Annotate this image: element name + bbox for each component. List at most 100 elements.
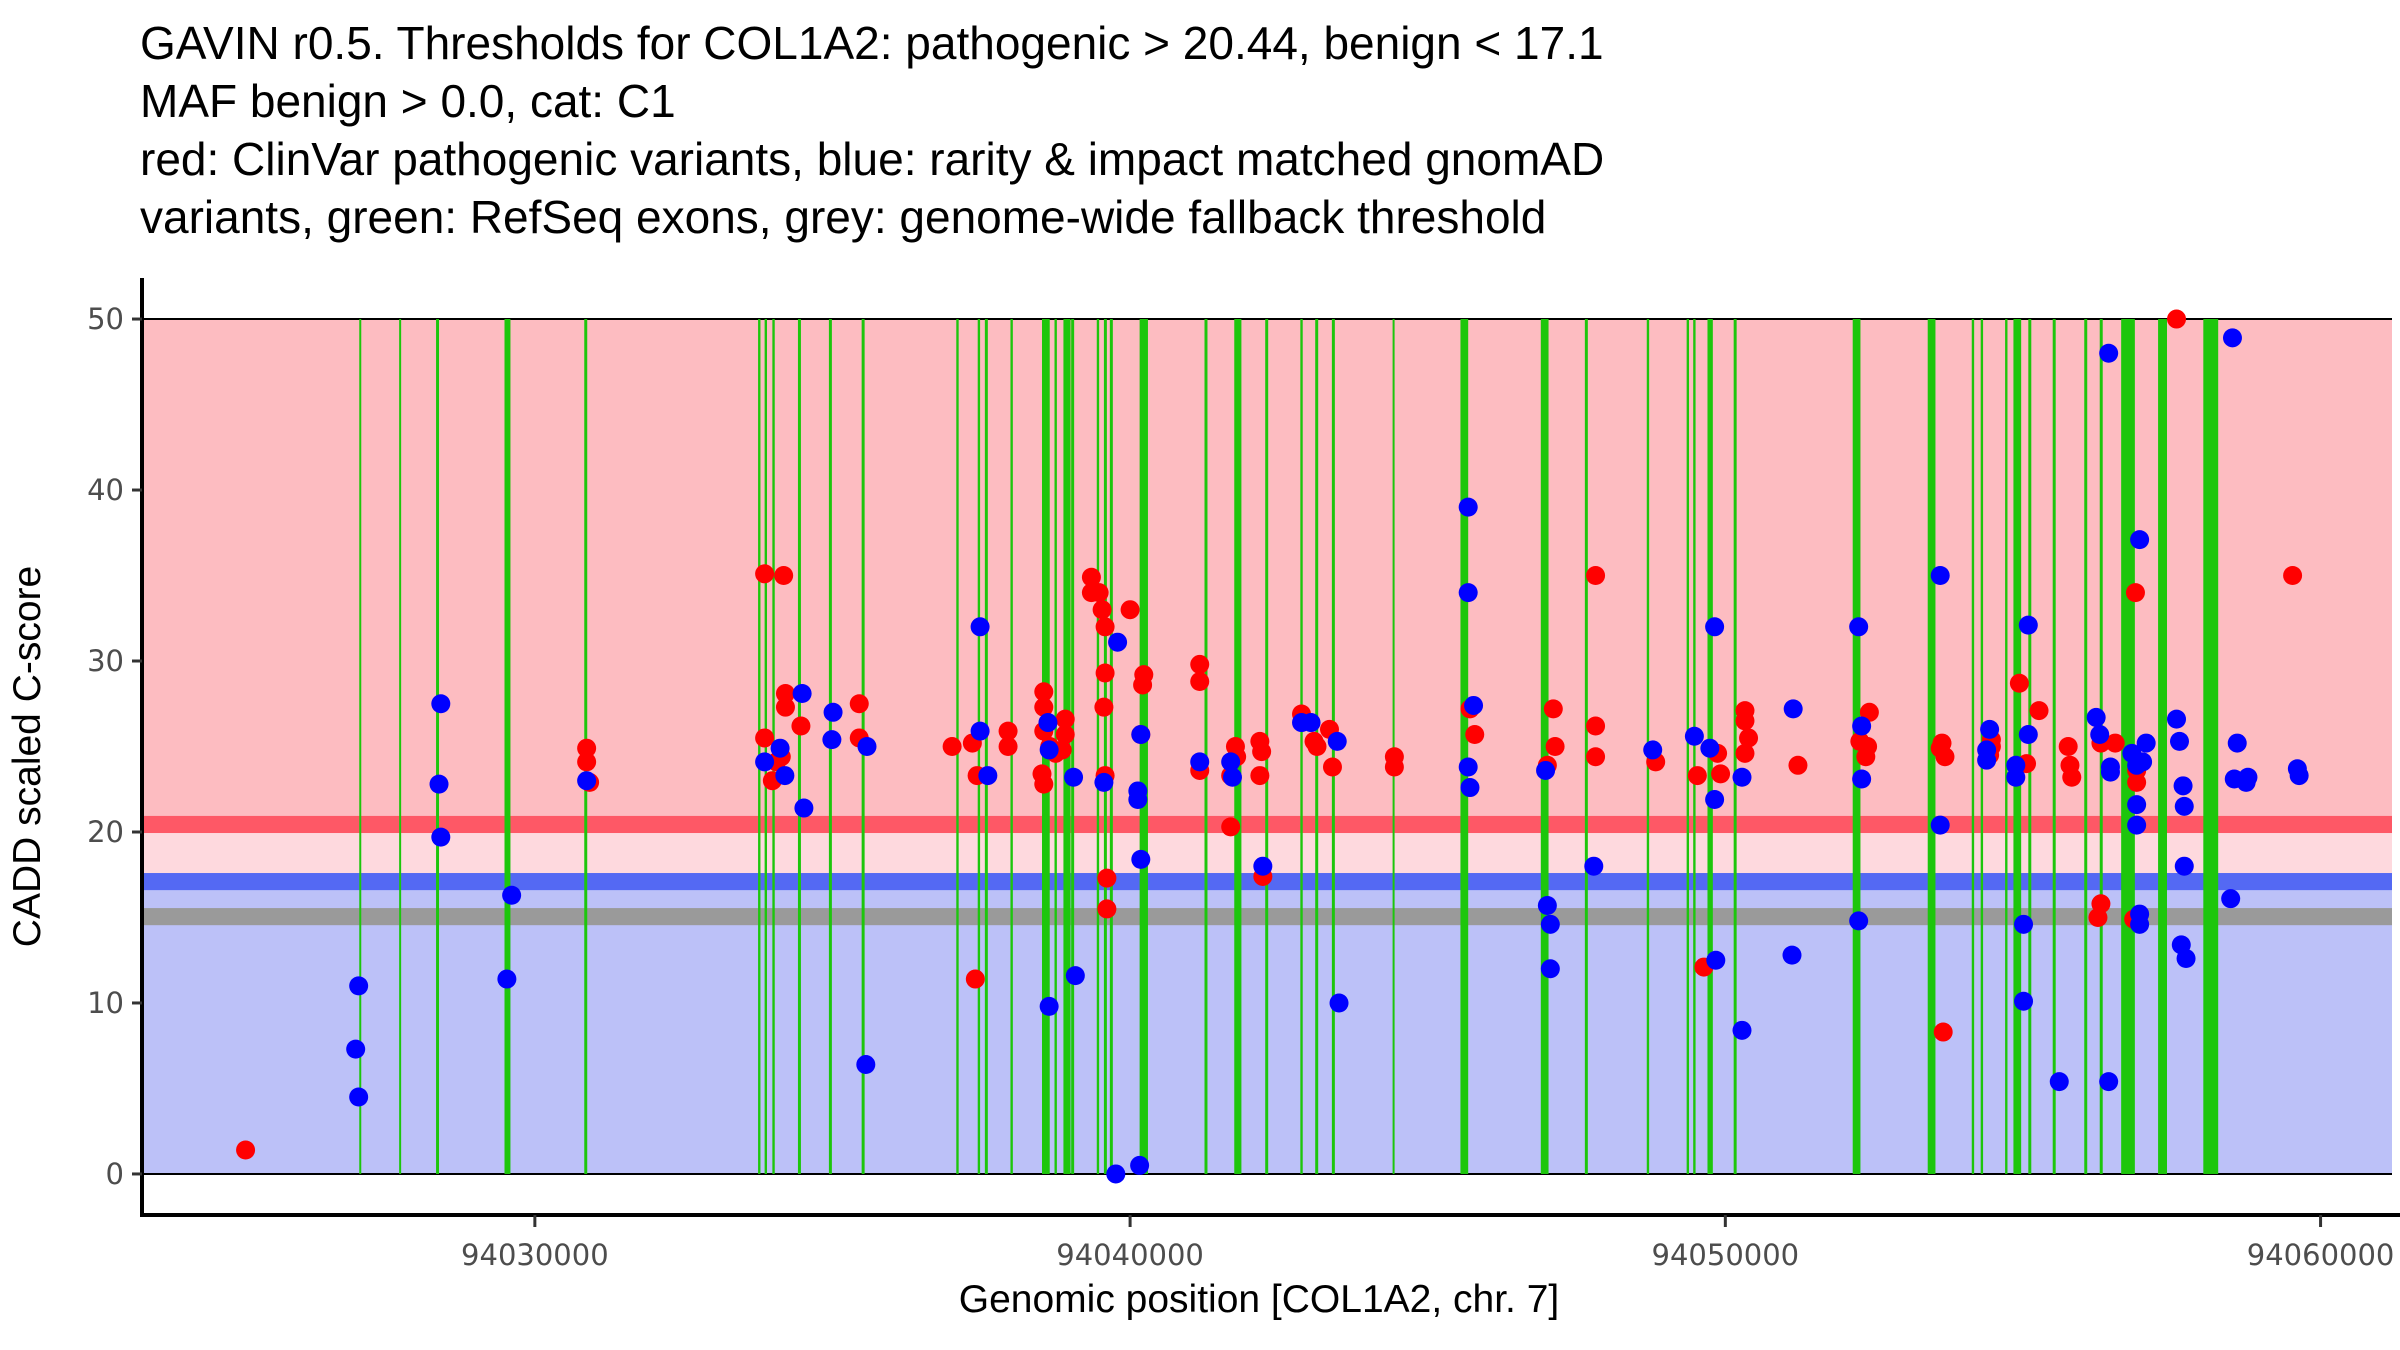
exon-bar xyxy=(1071,319,1075,1174)
exon-bar xyxy=(2013,319,2022,1174)
gnomad-point xyxy=(2130,530,2150,550)
chart-title: GAVIN r0.5. Thresholds for COL1A2: patho… xyxy=(140,14,2340,246)
x-axis-ticks: 94030000 94040000 94050000 94060000 xyxy=(461,1215,2394,1272)
clinvar-point xyxy=(1307,737,1327,756)
title-line-4: variants, green: RefSeq exons, grey: gen… xyxy=(140,191,1547,243)
exon-bar xyxy=(436,319,440,1174)
clinvar-point xyxy=(2167,309,2187,329)
x-tick-label: 94030000 xyxy=(461,1238,609,1272)
gnomad-point xyxy=(2222,328,2242,348)
clinvar-point xyxy=(1081,567,1101,587)
clinvar-point xyxy=(1092,600,1112,620)
clinvar-point xyxy=(577,752,597,772)
title-line-3: red: ClinVar pathogenic variants, blue: … xyxy=(140,133,1605,185)
y-tick-label: 40 xyxy=(87,473,124,507)
exon-bar xyxy=(2203,319,2219,1174)
exon-bar xyxy=(984,319,988,1174)
gnomad-point xyxy=(2133,752,2153,772)
gnomad-point xyxy=(970,617,990,637)
clinvar-point xyxy=(1190,654,1210,674)
clinvar-point xyxy=(965,969,985,989)
title-line-1: GAVIN r0.5. Thresholds for COL1A2: patho… xyxy=(140,17,1604,69)
clinvar-point xyxy=(1089,583,1109,603)
y-tick-label: 0 xyxy=(106,1157,124,1191)
y-tick-label: 10 xyxy=(87,986,124,1020)
gnomad-point xyxy=(349,1087,369,1107)
gnomad-point xyxy=(1131,849,1151,869)
x-tick-label: 94050000 xyxy=(1652,1238,1800,1272)
gnomad-point xyxy=(2006,767,2026,787)
gnomad-point xyxy=(823,702,843,722)
clinvar-point xyxy=(2127,772,2147,792)
exon-bar xyxy=(1693,319,1696,1174)
clinvar-point xyxy=(1133,675,1153,695)
clinvar-point xyxy=(2029,701,2049,721)
clinvar-point xyxy=(998,737,1018,756)
clinvar-point xyxy=(1735,711,1755,731)
gnomad-point xyxy=(2173,776,2193,796)
clinvar-point xyxy=(2058,737,2078,756)
gnomad-point xyxy=(1329,993,1349,1013)
gnomad-point xyxy=(2086,707,2106,727)
gnomad-point xyxy=(1732,1020,1752,1040)
clinvar-point xyxy=(775,697,795,717)
gnomad-point xyxy=(431,694,451,714)
gnomad-point xyxy=(2018,615,2038,635)
gnomad-point xyxy=(1106,1164,1126,1184)
gnomad-point xyxy=(349,976,369,996)
clinvar-point xyxy=(1735,743,1755,763)
gnomad-point xyxy=(431,827,451,847)
exon-bar xyxy=(2158,319,2167,1174)
gnomad-point xyxy=(1852,769,1872,789)
gnomad-point xyxy=(2014,914,2034,934)
gnomad-point xyxy=(775,766,795,786)
clinvar-point xyxy=(774,566,794,586)
exon-bar xyxy=(504,319,511,1174)
clinvar-point xyxy=(1097,868,1117,888)
gnomad-point xyxy=(1700,738,1720,758)
y-tick-label: 50 xyxy=(87,302,124,336)
gnomad-point xyxy=(2127,795,2147,815)
exon-bar xyxy=(1540,319,1549,1174)
gnomad-point xyxy=(1301,713,1321,733)
clinvar-point xyxy=(755,728,775,748)
exon-bar xyxy=(1686,319,1690,1174)
gnomad-point xyxy=(1458,497,1478,517)
x-tick-label: 94040000 xyxy=(1056,1238,1204,1272)
clinvar-point xyxy=(1739,728,1759,748)
gnomad-point xyxy=(1540,959,1560,979)
clinvar-point xyxy=(1034,697,1054,717)
clinvar-point xyxy=(1250,766,1270,786)
clinvar-point xyxy=(755,564,775,584)
clinvar-point xyxy=(1687,766,1707,786)
gnomad-point xyxy=(1537,896,1557,916)
y-tick-label: 20 xyxy=(87,815,124,849)
gnomad-point xyxy=(2049,1072,2069,1092)
exon-bar xyxy=(1144,319,1148,1174)
gnomad-point xyxy=(822,730,842,750)
clinvar-point xyxy=(2088,907,2108,927)
gnomad-point xyxy=(1065,966,1085,986)
gnomad-point xyxy=(2289,766,2309,786)
clinvar-point xyxy=(1856,747,1876,767)
clinvar-point xyxy=(1094,697,1114,717)
clinvar-point xyxy=(1055,709,1075,729)
gnomad-point xyxy=(1643,740,1663,760)
gnomad-point xyxy=(2100,762,2120,782)
gnomad-point xyxy=(970,721,990,741)
exon-bar xyxy=(1096,319,1100,1174)
gnomad-point xyxy=(1190,752,1210,772)
gnomad-point xyxy=(2090,725,2110,745)
exon-bar xyxy=(1109,319,1113,1174)
exon-bar xyxy=(1392,319,1395,1174)
gnomad-point xyxy=(2238,767,2258,787)
x-tick-label: 94060000 xyxy=(2247,1238,2395,1272)
y-axis-title: CADD scaled C-score xyxy=(6,566,49,947)
clinvar-point xyxy=(1586,716,1606,736)
gnomad-point xyxy=(502,885,522,905)
gnomad-point xyxy=(2099,343,2119,363)
gnomad-point xyxy=(1128,790,1148,810)
exon-bar xyxy=(2005,319,2008,1174)
gnomad-point xyxy=(2176,949,2196,969)
exon-bar xyxy=(1460,319,1469,1174)
